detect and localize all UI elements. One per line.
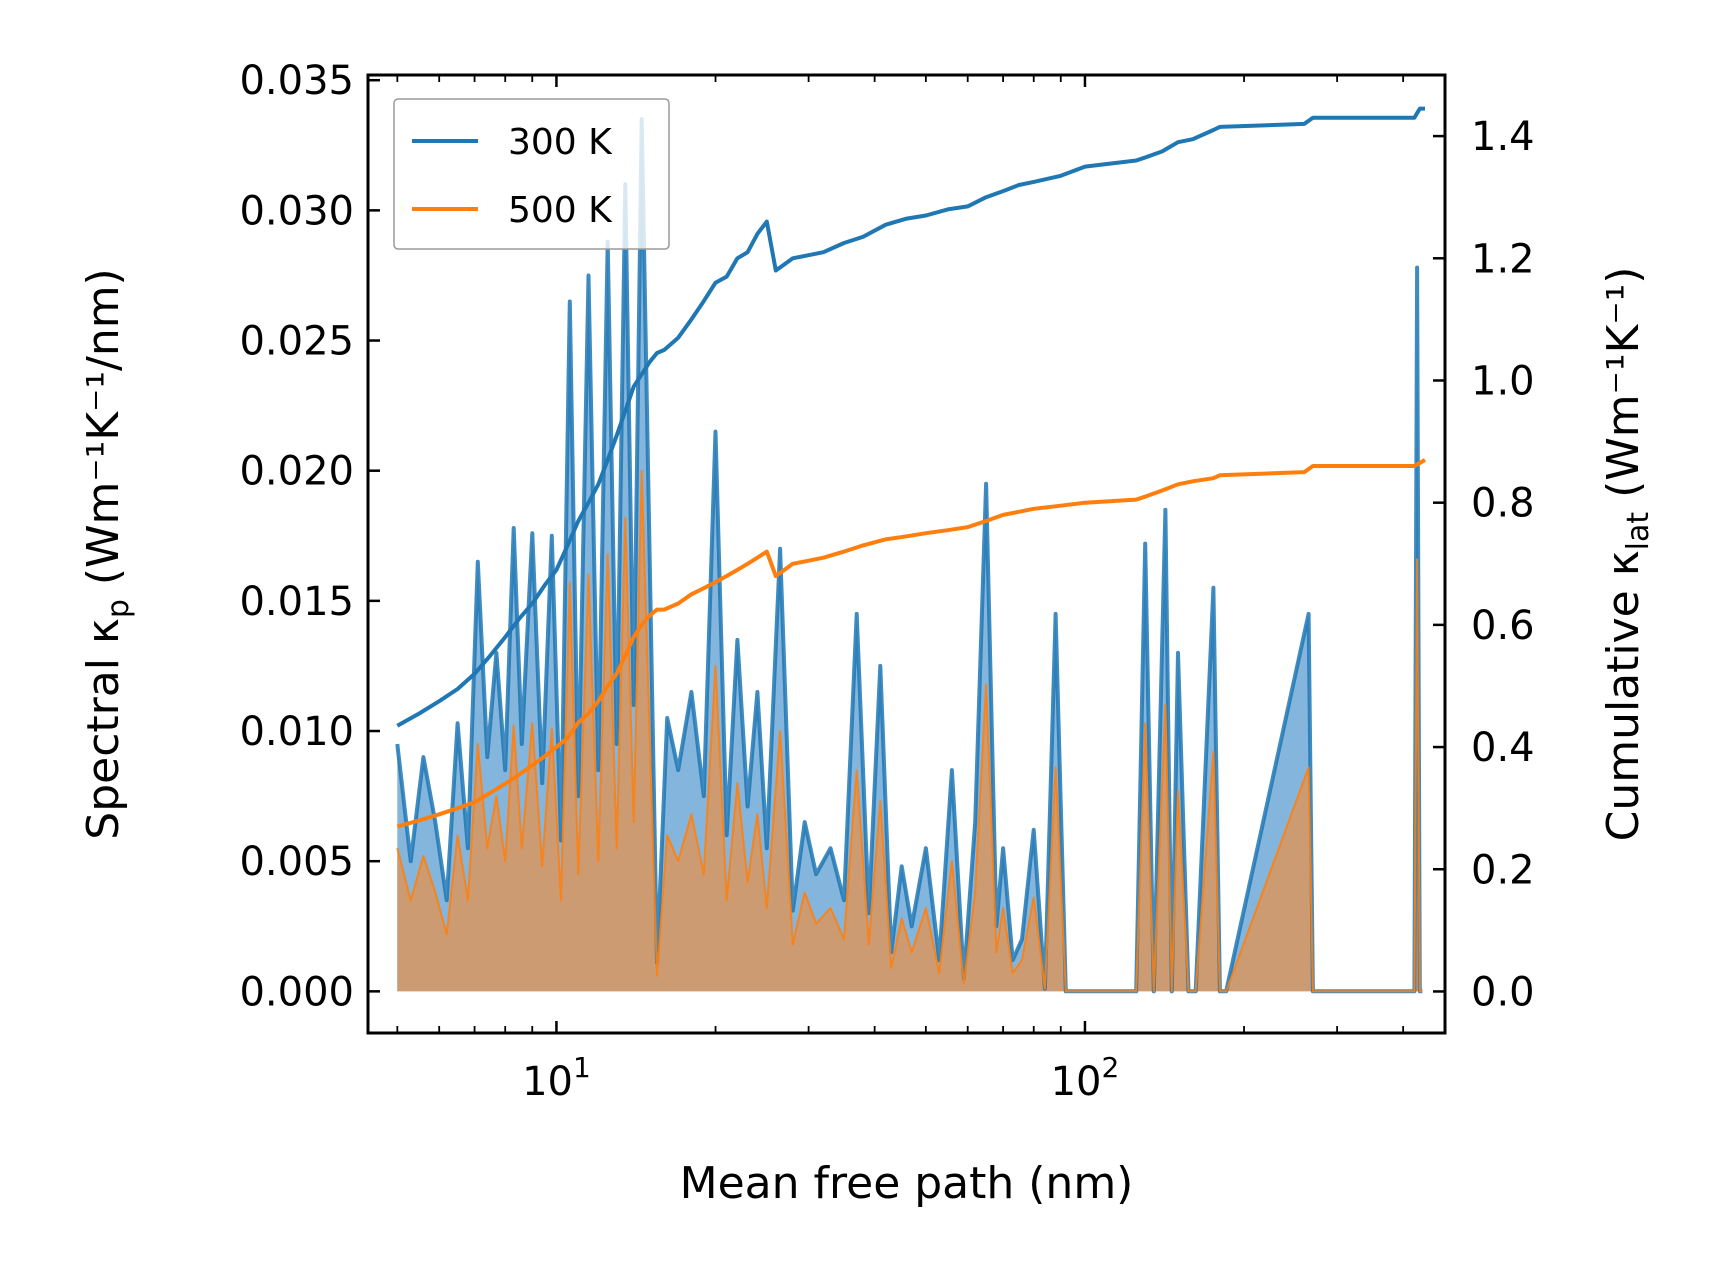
y-left-tick-label: 0.025	[239, 319, 354, 365]
y-left-tick-label: 0.020	[239, 449, 354, 495]
y-right-tick-label: 0.6	[1471, 603, 1535, 649]
spectral-500k-line	[396, 469, 1423, 993]
y-right-tick-label: 1.0	[1471, 358, 1535, 404]
y-left-tick-label: 0.035	[239, 58, 354, 104]
cumulative-500k-line	[396, 458, 1427, 829]
cumulative-300k-line	[396, 106, 1425, 728]
y-left-tick-label: 0.030	[239, 188, 354, 234]
y-left-label-main: Spectral κ	[78, 618, 129, 840]
x-axis-label: Mean free path (nm)	[680, 1158, 1134, 1209]
y-right-tick-label: 0.2	[1471, 847, 1535, 893]
y-right-label-sub: lat	[1621, 512, 1656, 551]
y-left-tick-label: 0.000	[239, 969, 354, 1015]
x-tick-label: 102	[1051, 1051, 1120, 1105]
tick-label-layer: 0.000 0.005 0.010 0.015 0.020 0.025 0.030 0.035…	[239, 58, 1534, 1105]
y-right-tick-label: 0.0	[1471, 969, 1535, 1015]
spectral-500k-area	[397, 470, 1423, 992]
y-right-tick-label: 0.8	[1471, 481, 1535, 527]
plot-frame	[366, 73, 1447, 1035]
ticks-layer	[368, 75, 1445, 1033]
spectral-line-layer	[395, 117, 1423, 994]
x-tick-label: 101	[522, 1051, 591, 1105]
y-right-tick-label: 1.2	[1471, 236, 1535, 282]
legend: 300 K 500 K	[393, 98, 670, 250]
y-right-label-unit: (Wm⁻¹K⁻¹)	[1598, 267, 1649, 512]
y-left-tick-label: 0.005	[239, 839, 354, 885]
y-left-tick-label: 0.010	[239, 709, 354, 755]
legend-label-300k: 300 K	[508, 122, 613, 163]
y-right-axis-label: Cumulative κlat (Wm⁻¹K⁻¹)	[1598, 267, 1656, 842]
y-right-tick-label: 0.4	[1471, 725, 1535, 771]
cumulative-line-layer	[396, 106, 1427, 829]
y-left-label-unit: (Wm⁻¹K⁻¹/nm)	[78, 268, 129, 599]
y-left-axis-label: Spectral κp (Wm⁻¹K⁻¹/nm)	[78, 268, 136, 839]
y-left-label-sub: p	[101, 599, 136, 618]
legend-label-500k: 500 K	[508, 190, 613, 231]
y-right-tick-label: 1.4	[1471, 114, 1535, 160]
legend-box	[393, 98, 670, 250]
spectral-300k-line	[395, 117, 1423, 994]
y-right-label-main: Cumulative κ	[1598, 550, 1649, 841]
y-left-tick-label: 0.015	[239, 579, 354, 625]
